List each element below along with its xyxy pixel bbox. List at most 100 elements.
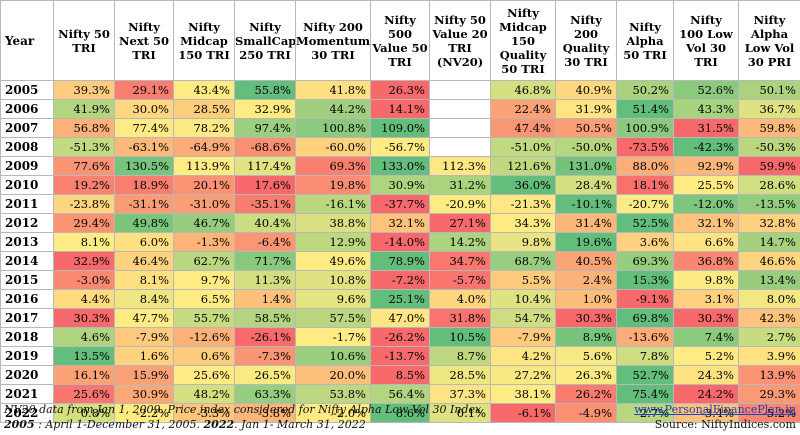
table-row: 2020 16.1% 15.9% 25.6% 26.5% 20.0% 8.5% 28.5% 27…: [0, 365, 800, 385]
return-cell: 37.3%: [429, 384, 491, 404]
return-cell: 50.1%: [738, 80, 800, 100]
return-cell: -13.7%: [370, 346, 430, 366]
return-cell: 4.4%: [53, 289, 115, 309]
return-cell: 25.1%: [370, 289, 430, 309]
return-cell: 8.5%: [370, 365, 430, 385]
return-cell: -21.3%: [490, 194, 556, 214]
table-row: 2006 41.9% 30.0% 28.5% 32.9% 44.2% 14.1% 22.4% 3…: [0, 99, 800, 119]
return-cell: 47.0%: [370, 308, 430, 328]
return-cell: -16.1%: [295, 194, 371, 214]
return-cell: 78.9%: [370, 251, 430, 271]
column-header: Nifty 50 Value 20 TRI (NV20): [429, 0, 491, 81]
return-cell: 2.7%: [616, 403, 674, 423]
return-cell: -5.2%: [738, 403, 800, 423]
return-cell: 52.7%: [616, 365, 674, 385]
return-cell: -68.6%: [234, 137, 296, 157]
return-cell: 68.7%: [490, 251, 556, 271]
column-header: Nifty 50 TRI: [53, 0, 115, 81]
return-cell: -7.2%: [370, 270, 430, 290]
year-cell: 2018: [0, 327, 54, 347]
return-cell: 28.5%: [429, 365, 491, 385]
return-cell: 32.1%: [673, 213, 739, 233]
return-cell: -60.0%: [295, 137, 371, 157]
return-cell: -2.0%: [295, 403, 371, 423]
return-cell: 15.9%: [114, 365, 174, 385]
return-cell: 133.0%: [370, 156, 430, 176]
returns-table: Year Nifty 50 TRI Nifty Next 50 TRI Nifty M…: [0, 0, 800, 423]
return-cell: -12.0%: [673, 194, 739, 214]
return-cell: -10.1%: [555, 194, 617, 214]
table-row: 2016 4.4% 8.4% 6.5% 1.4% 9.6% 25.1% 4.0% 10.4% 1.…: [0, 289, 800, 309]
return-cell: 2.7%: [738, 327, 800, 347]
year-cell: 2017: [0, 308, 54, 328]
return-cell: 4.6%: [53, 327, 115, 347]
return-cell: -12.6%: [173, 327, 235, 347]
return-cell: 17.6%: [234, 175, 296, 195]
return-cell: 10.4%: [490, 289, 556, 309]
return-cell: 58.5%: [234, 308, 296, 328]
return-cell: 62.7%: [173, 251, 235, 271]
column-header: Nifty 200 Momentum 30 TRI: [295, 0, 371, 81]
return-cell: -3.0%: [53, 270, 115, 290]
website-link[interactable]: www.PersonalFinancePlan.in: [634, 403, 796, 416]
return-cell: 97.4%: [234, 118, 296, 138]
return-cell: 6.5%: [173, 289, 235, 309]
return-cell: 10.6%: [295, 346, 371, 366]
return-cell: 121.6%: [490, 156, 556, 176]
column-header: Nifty Alpha Low Vol 30 PRI: [738, 0, 800, 81]
table-row: 2014 32.9% 46.4% 62.7% 71.7% 49.6% 78.9% 34.7% 6…: [0, 251, 800, 271]
return-cell: 8.6%: [370, 403, 430, 423]
return-cell: 131.0%: [555, 156, 617, 176]
table-row: 2021 25.6% 30.9% 48.2% 63.3% 53.8% 56.4% 37.3% 3…: [0, 384, 800, 404]
return-cell: 59.9%: [738, 156, 800, 176]
return-cell: 36.8%: [673, 251, 739, 271]
return-cell: 57.5%: [295, 308, 371, 328]
column-header: Nifty 500 Value 50 TRI: [370, 0, 430, 81]
return-cell: 26.2%: [555, 384, 617, 404]
return-cell: 30.9%: [114, 384, 174, 404]
return-cell: 20.0%: [295, 365, 371, 385]
return-cell: 5.5%: [490, 270, 556, 290]
return-cell: 25.5%: [673, 175, 739, 195]
return-cell: 7.8%: [616, 346, 674, 366]
return-cell: 78.2%: [173, 118, 235, 138]
year-cell: 2015: [0, 270, 54, 290]
return-cell: 25.6%: [53, 384, 115, 404]
return-cell: 30.0%: [114, 99, 174, 119]
table-row: 2010 19.2% 18.9% 20.1% 17.6% 19.8% 30.9% 31.2% 3…: [0, 175, 800, 195]
return-cell: 43.3%: [673, 99, 739, 119]
return-cell: -35.1%: [234, 194, 296, 214]
return-cell: 77.6%: [53, 156, 115, 176]
column-header: Nifty Midcap 150 Quality 50 TRI: [490, 0, 556, 81]
notes: NV20 data from Jan 1, 2009. Price index …: [4, 402, 796, 432]
table-row: 2017 30.3% 47.7% 55.7% 58.5% 57.5% 47.0% 31.8% 5…: [0, 308, 800, 328]
return-cell: 26.3%: [370, 80, 430, 100]
return-cell: 69.3%: [295, 156, 371, 176]
return-cell: 55.8%: [234, 80, 296, 100]
return-cell: 0.1%: [429, 403, 491, 423]
return-cell: 112.3%: [429, 156, 491, 176]
return-cell: 10.5%: [429, 327, 491, 347]
return-cell: 29.1%: [114, 80, 174, 100]
column-header: Nifty Next 50 TRI: [114, 0, 174, 81]
return-cell: -7.3%: [234, 346, 296, 366]
return-cell: 18.1%: [616, 175, 674, 195]
return-cell: 36.7%: [738, 99, 800, 119]
return-cell: -6.1%: [490, 403, 556, 423]
return-cell: 31.5%: [673, 118, 739, 138]
year-cell: 2010: [0, 175, 54, 195]
return-cell: 22.4%: [490, 99, 556, 119]
table-row: 2011 -23.8% -31.1% -31.0% -35.1% -16.1% -37.7%…: [0, 194, 800, 214]
return-cell: -5.7%: [429, 270, 491, 290]
return-cell: 34.7%: [429, 251, 491, 271]
return-cell: 53.8%: [295, 384, 371, 404]
return-cell: [429, 99, 491, 119]
return-cell: 31.2%: [429, 175, 491, 195]
return-cell: 39.3%: [53, 80, 115, 100]
return-cell: -51.0%: [490, 137, 556, 157]
return-cell: -1.7%: [295, 327, 371, 347]
return-cell: 6.0%: [114, 232, 174, 252]
return-cell: 8.4%: [114, 289, 174, 309]
column-header: Nifty Midcap 150 TRI: [173, 0, 235, 81]
note-2022-period: . Jan 1- March 31, 2022: [234, 418, 366, 431]
